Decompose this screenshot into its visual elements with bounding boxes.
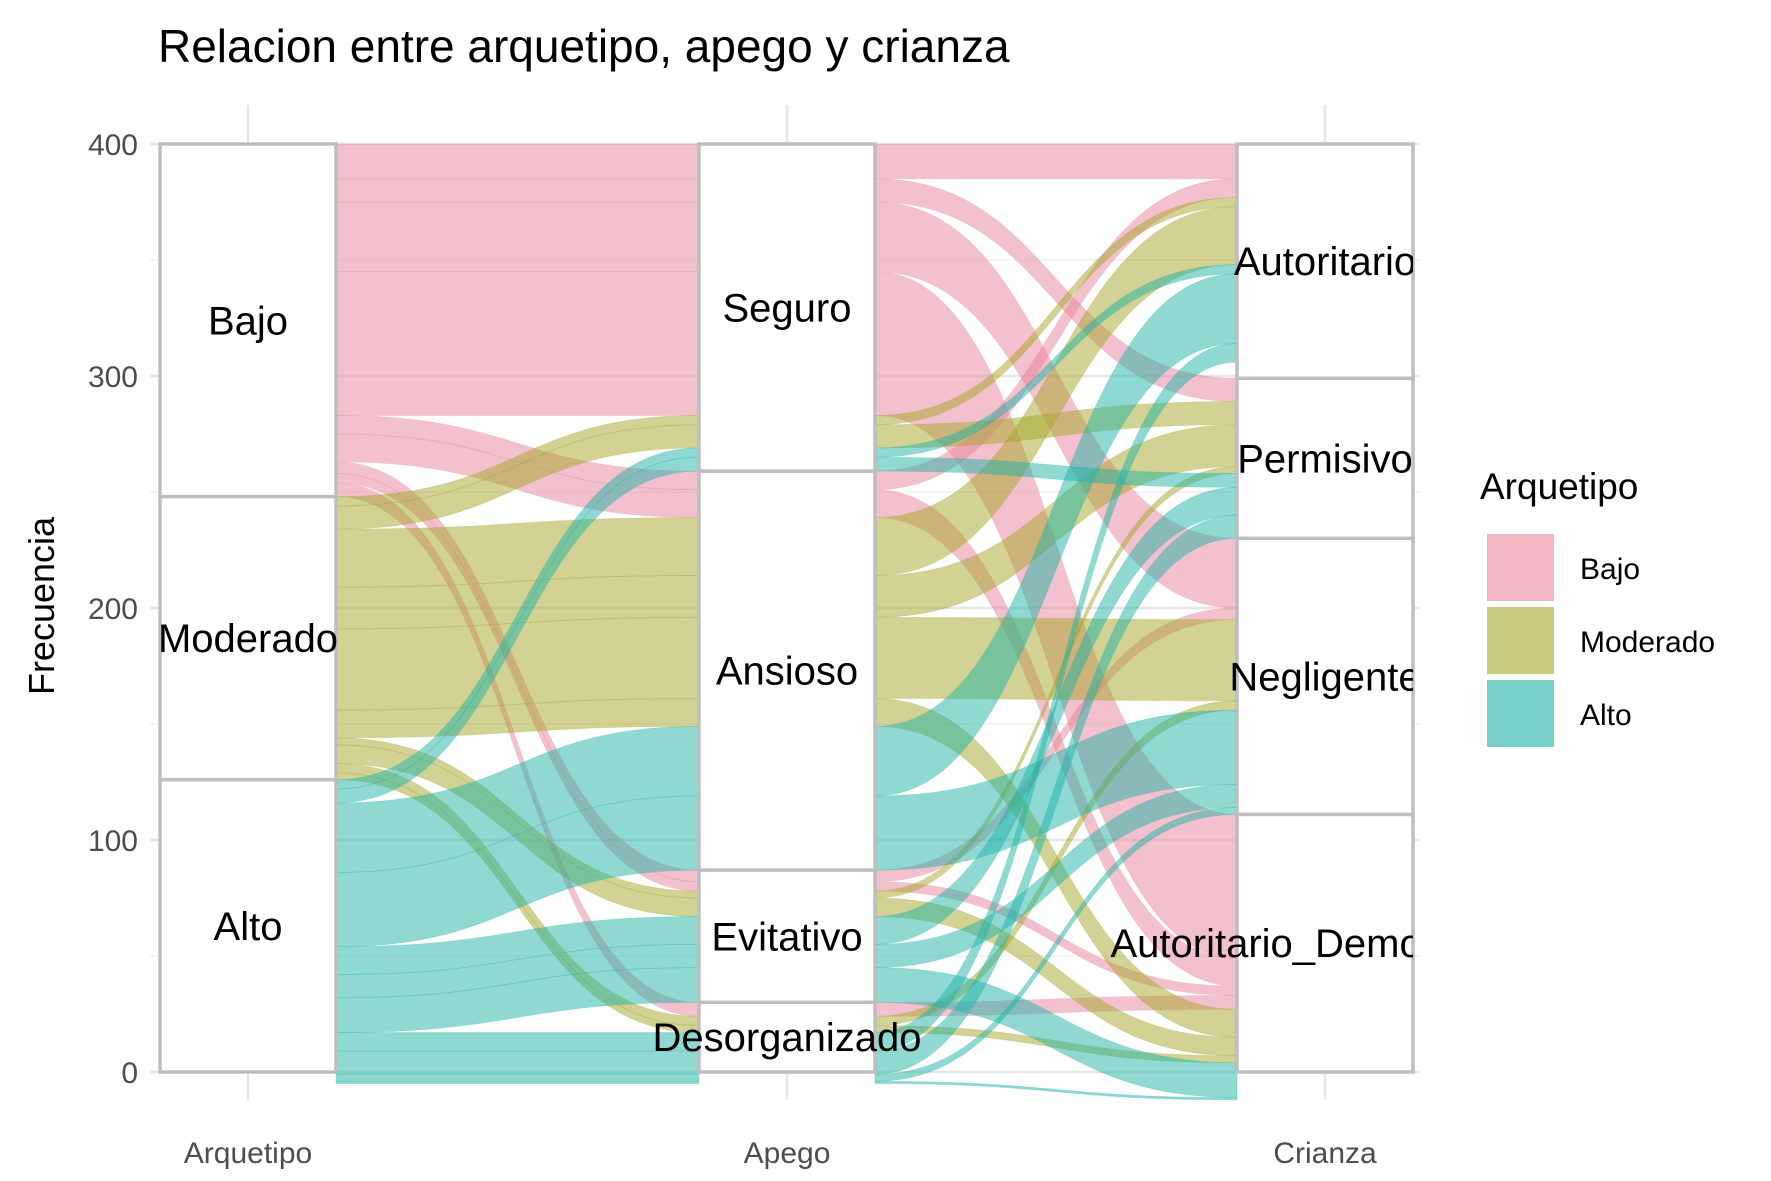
stratum-label-ansioso: Ansioso xyxy=(716,650,858,694)
y-tick-label: 0 xyxy=(121,1057,138,1090)
flow-bajo-seguro-1 xyxy=(335,271,700,416)
stratum-arquetipo-alto xyxy=(158,777,338,1074)
legend: Arquetipo Bajo Moderado Alto xyxy=(1480,466,1715,747)
stratum-label-autoritario-democratico: Autoritario_Democratico xyxy=(1110,922,1539,966)
legend-label-alto: Alto xyxy=(1580,699,1632,732)
y-tick-label: 300 xyxy=(88,361,138,394)
stratum-label-autoritario: Autoritario xyxy=(1234,240,1416,284)
y-tick-label: 200 xyxy=(88,593,138,626)
flow-alto-desorganizado-1 xyxy=(335,1032,700,1052)
legend-label-moderado: Moderado xyxy=(1580,626,1715,659)
stratum-crianza-autoritario-democratico xyxy=(1235,812,1415,1074)
flow-alto-desorganizado-1 xyxy=(335,1050,700,1075)
legend-label-bajo: Bajo xyxy=(1580,553,1640,586)
stratum-label-permisivo: Permisivo xyxy=(1237,437,1413,481)
y-axis-title: Frecuencia xyxy=(21,516,62,695)
stratum-arquetipo-moderado xyxy=(158,494,338,782)
x-tick-label-crianza: Crianza xyxy=(1273,1137,1377,1170)
stratum-label-bajo: Bajo xyxy=(208,299,288,343)
legend-swatch-bajo xyxy=(1487,534,1554,601)
flow-bajo-seguro-1 xyxy=(335,143,700,180)
flow-bajo-seguro-1 xyxy=(335,178,700,203)
stratum-label-evitativo: Evitativo xyxy=(711,915,862,959)
stratum-crianza-permisivo xyxy=(1235,376,1415,541)
y-axis-ticks: 0 100 200 300 400 xyxy=(88,129,138,1090)
stratum-arquetipo-bajo xyxy=(158,142,338,499)
stratum-label-desorganizado: Desorganizado xyxy=(652,1016,921,1060)
y-tick-label: 400 xyxy=(88,129,138,162)
stratum-label-negligente: Negligente xyxy=(1229,655,1420,699)
flows xyxy=(335,143,1238,1101)
flow-alto-autoritario-democratico-2 xyxy=(874,1080,1238,1101)
flow-alto-desorganizado-1 xyxy=(335,1073,700,1082)
legend-swatch-moderado xyxy=(1487,607,1554,674)
stratum-apego-desorganizado xyxy=(697,1000,877,1074)
stratum-label-moderado: Moderado xyxy=(158,617,338,661)
stratum-label-alto: Alto xyxy=(214,905,283,949)
stratum-crianza-autoritario xyxy=(1235,142,1415,381)
stratum-apego-ansioso xyxy=(697,469,877,872)
flow-alto-desorganizado-1 xyxy=(335,1080,700,1085)
x-tick-label-arquetipo: Arquetipo xyxy=(184,1137,312,1170)
y-tick-label: 100 xyxy=(88,825,138,858)
x-axis-ticks: Arquetipo Apego Crianza xyxy=(184,1137,1377,1170)
stratum-label-seguro: Seguro xyxy=(723,287,852,331)
flow-bajo-seguro-1 xyxy=(335,201,700,273)
legend-title: Arquetipo xyxy=(1480,466,1638,507)
x-tick-label-apego: Apego xyxy=(744,1137,831,1170)
flow-bajo-autoritario-2 xyxy=(874,143,1238,180)
chart-title: Relacion entre arquetipo, apego y crianz… xyxy=(158,20,1010,72)
strata: Bajo Moderado Alto Seguro Ansioso Evitativo De… xyxy=(158,142,1539,1074)
legend-swatch-alto xyxy=(1487,680,1554,747)
